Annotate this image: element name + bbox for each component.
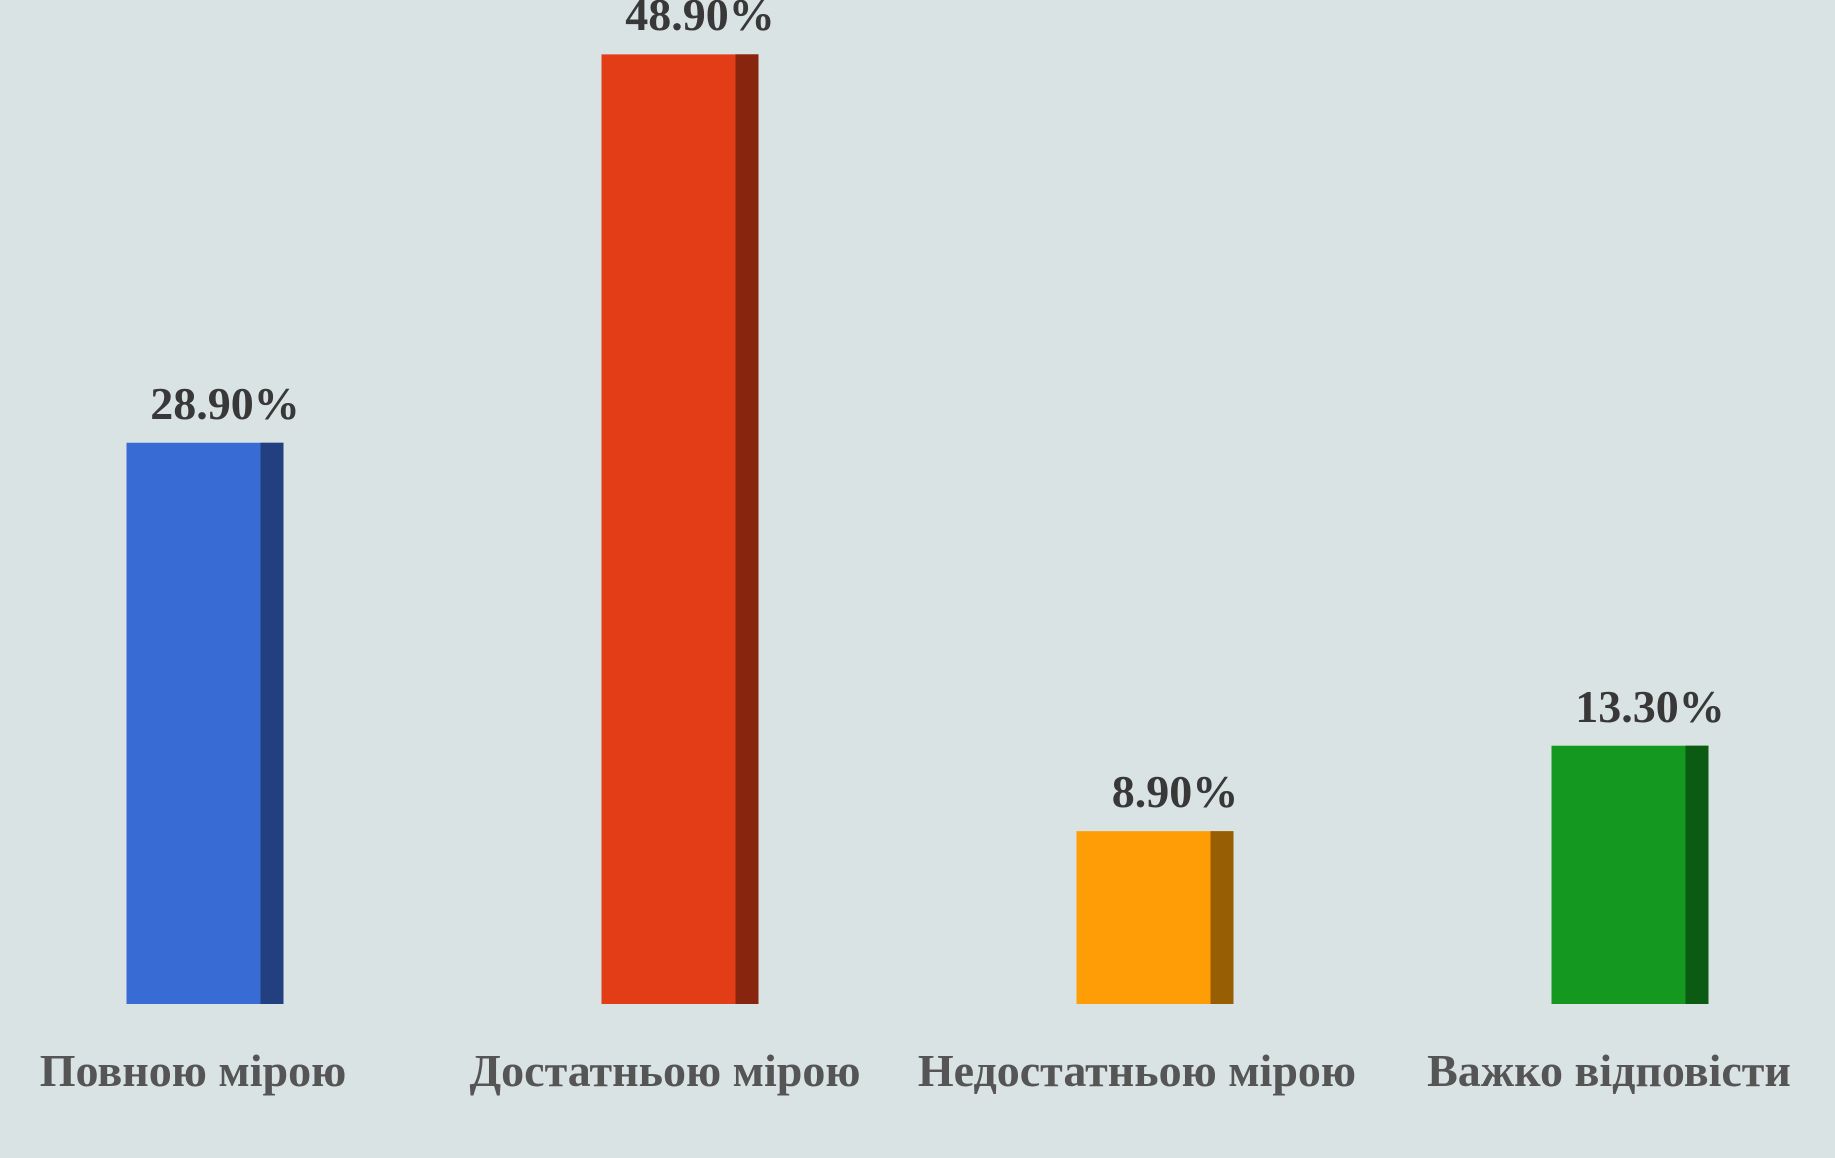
value-label: 48.90%: [625, 0, 775, 41]
x-tick-label: Недостатньою мірою: [917, 1045, 1357, 1096]
bar-side: [1685, 745, 1709, 1004]
x-tick-label: Достатньою мірою: [469, 1045, 861, 1096]
bar: [1076, 831, 1234, 1004]
bar-side: [735, 54, 759, 1004]
bar-side: [260, 442, 284, 1005]
value-label: 13.30%: [1575, 680, 1725, 732]
x-tick-label: Важко відповісти: [1427, 1045, 1791, 1096]
bar-side: [1210, 831, 1234, 1004]
x-tick-label: Повною мірою: [39, 1045, 347, 1096]
value-label: 8.90%: [1111, 766, 1239, 818]
bar: [601, 54, 759, 1004]
bar: [126, 442, 284, 1005]
bar: [1551, 745, 1709, 1004]
value-label: 28.90%: [150, 377, 300, 429]
